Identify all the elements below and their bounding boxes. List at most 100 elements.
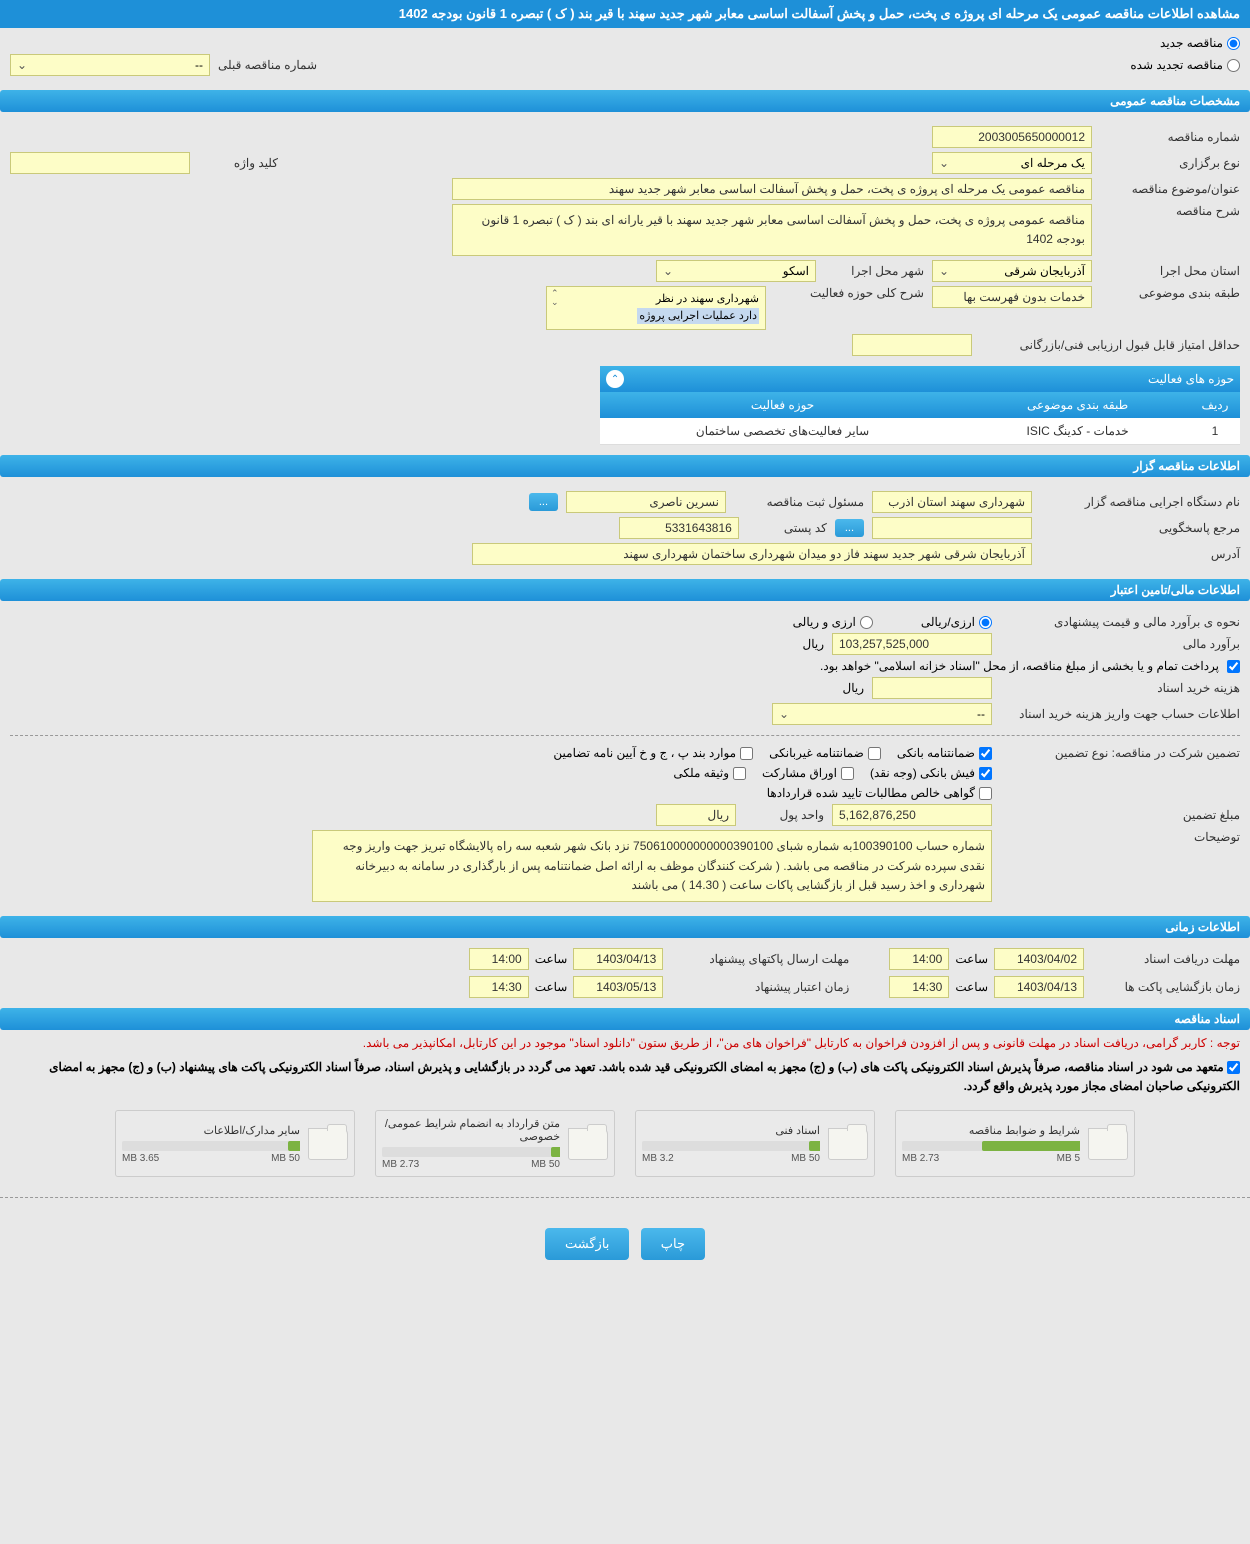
guarantee-amount-label: مبلغ تضمین bbox=[1000, 808, 1240, 822]
province-select[interactable]: آذربایجان شرقی bbox=[932, 260, 1092, 282]
tender-type-value: یک مرحله ای bbox=[1021, 156, 1085, 170]
cb-bank-guarantee[interactable]: ضمانتنامه بانکی bbox=[897, 746, 992, 760]
folder-icon bbox=[308, 1128, 348, 1160]
radio-currency[interactable]: ارزی و ریالی bbox=[793, 615, 873, 629]
account-label: اطلاعات حساب جهت واریز هزینه خرید اسناد bbox=[1000, 707, 1240, 721]
folder-icon bbox=[1088, 1128, 1128, 1160]
activity-desc-label: شرح کلی حوزه فعالیت bbox=[774, 286, 924, 300]
proposal-deadline-date[interactable]: 1403/04/13 bbox=[573, 948, 663, 970]
radio-new-tender-input[interactable] bbox=[1227, 37, 1240, 50]
cb-property[interactable]: وثیقه ملکی bbox=[673, 766, 746, 780]
guarantee-type-label: تضمین شرکت در مناقصه: نوع تضمین bbox=[1000, 746, 1240, 760]
city-select[interactable]: اسکو bbox=[656, 260, 816, 282]
explain-field[interactable]: شماره حساب 100390100به شماره شبای 750610… bbox=[312, 830, 992, 902]
activity-panel: حوزه های فعالیت ⌃ ردیف طبقه بندی موضوعی … bbox=[10, 366, 1240, 445]
back-button[interactable]: بازگشت bbox=[545, 1228, 629, 1260]
folder-icon bbox=[828, 1128, 868, 1160]
contact-field[interactable] bbox=[872, 517, 1032, 539]
prev-number-select[interactable]: -- bbox=[10, 54, 210, 76]
tender-number-field[interactable]: 2003005650000012 bbox=[932, 126, 1092, 148]
keyword-field[interactable] bbox=[10, 152, 190, 174]
registrar-field[interactable]: نسرین ناصری bbox=[566, 491, 726, 513]
section-organizer-body: نام دستگاه اجرایی مناقصه گزار شهرداری سه… bbox=[0, 479, 1250, 577]
radio-rial-input[interactable] bbox=[979, 616, 992, 629]
doc-title-3: سایر مدارک/اطلاعات bbox=[122, 1124, 300, 1137]
validity-label: زمان اعتبار پیشنهاد bbox=[669, 980, 849, 994]
min-score-field[interactable] bbox=[852, 334, 972, 356]
postal-label: کد پستی bbox=[747, 521, 827, 535]
cb-net-claims[interactable]: گواهی خالص مطالبات تایید شده قراردادها bbox=[767, 786, 992, 800]
radio-rial[interactable]: ارزی/ریالی bbox=[921, 615, 992, 629]
payment-note-checkbox[interactable] bbox=[1227, 660, 1240, 673]
desc-field[interactable]: مناقصه عمومی پروژه ی پخت، حمل و پخش آسفا… bbox=[452, 204, 1092, 256]
radio-new-tender[interactable]: مناقصه جدید bbox=[1160, 36, 1240, 50]
section-financial-body: نحوه ی برآورد مالی و قیمت پیشنهادی ارزی/… bbox=[0, 603, 1250, 914]
proposal-deadline-label: مهلت ارسال پاکتهای پیشنهاد bbox=[669, 952, 849, 966]
section-docs-body: توجه : کاربر گرامی، دریافت اسناد در مهلت… bbox=[0, 1032, 1250, 1187]
page-title: مشاهده اطلاعات مناقصه عمومی یک مرحله ای … bbox=[0, 0, 1250, 28]
explain-label: توضیحات bbox=[1000, 830, 1240, 844]
doc-card-1[interactable]: اسناد فنی 50 MB3.2 MB bbox=[635, 1110, 875, 1177]
estimate-field[interactable]: 103,257,525,000 bbox=[832, 633, 992, 655]
doc-fee-unit: ریال bbox=[842, 681, 864, 695]
radio-renewed-tender[interactable]: مناقصه تجدید شده bbox=[1130, 58, 1240, 72]
money-unit-field[interactable]: ریال bbox=[656, 804, 736, 826]
estimate-unit: ریال bbox=[802, 637, 824, 651]
folder-icon bbox=[568, 1128, 608, 1160]
radio-renewed-tender-input[interactable] bbox=[1227, 59, 1240, 72]
doc-bar-0 bbox=[982, 1141, 1080, 1151]
col-category: طبقه بندی موضوعی bbox=[965, 392, 1190, 418]
doc-fee-field[interactable] bbox=[872, 677, 992, 699]
footer-divider bbox=[0, 1197, 1250, 1198]
doc-card-0[interactable]: شرایط و ضوابط مناقصه 5 MB2.73 MB bbox=[895, 1110, 1135, 1177]
open-label: زمان بازگشایی پاکت ها bbox=[1090, 980, 1240, 994]
city-value: اسکو bbox=[783, 264, 809, 278]
col-row: ردیف bbox=[1190, 392, 1240, 418]
guarantee-amount-field[interactable]: 5,162,876,250 bbox=[832, 804, 992, 826]
tender-number-label: شماره مناقصه bbox=[1100, 130, 1240, 144]
postal-field[interactable]: 5331643816 bbox=[619, 517, 739, 539]
category-label: طبقه بندی موضوعی bbox=[1100, 286, 1240, 300]
account-value: -- bbox=[977, 707, 985, 721]
section-docs-header: اسناد مناقصه bbox=[0, 1008, 1250, 1030]
address-field[interactable]: آذربایجان شرقی شهر جدید سهند فاز دو میدا… bbox=[472, 543, 1032, 565]
address-label: آدرس bbox=[1040, 547, 1240, 561]
activity-desc-multiselect[interactable]: شهرداری سهند در نظر دارد عملیات اجرایی پ… bbox=[546, 286, 766, 330]
collapse-icon[interactable]: ⌃ bbox=[606, 370, 624, 388]
account-select[interactable]: -- bbox=[772, 703, 992, 725]
title-field[interactable]: مناقصه عمومی یک مرحله ای پروژه ی پخت، حم… bbox=[452, 178, 1092, 200]
radio-currency-label: ارزی و ریالی bbox=[793, 615, 856, 629]
tender-type-section: مناقصه جدید مناقصه تجدید شده شماره مناقص… bbox=[0, 28, 1250, 88]
open-time[interactable]: 14:30 bbox=[889, 976, 949, 998]
validity-time[interactable]: 14:30 bbox=[469, 976, 529, 998]
open-date[interactable]: 1403/04/13 bbox=[994, 976, 1084, 998]
cb-nonbank-guarantee[interactable]: ضمانتنامه غیربانکی bbox=[769, 746, 881, 760]
radio-renewed-tender-label: مناقصه تجدید شده bbox=[1130, 58, 1223, 72]
hour-label-2: ساعت bbox=[535, 952, 568, 966]
section-general-header: مشخصات مناقصه عمومی bbox=[0, 90, 1250, 112]
registrar-more-button[interactable]: ... bbox=[529, 493, 558, 511]
category-field[interactable]: خدمات بدون فهرست بها bbox=[932, 286, 1092, 308]
registrar-label: مسئول ثبت مناقصه bbox=[734, 495, 864, 509]
docs-agree-checkbox[interactable] bbox=[1227, 1061, 1240, 1074]
doc-deadline-time[interactable]: 14:00 bbox=[889, 948, 949, 970]
print-button[interactable]: چاپ bbox=[641, 1228, 705, 1260]
section-time-body: مهلت دریافت اسناد 1403/04/02 ساعت 14:00 … bbox=[0, 940, 1250, 1006]
doc-card-3[interactable]: سایر مدارک/اطلاعات 50 MB3.65 MB bbox=[115, 1110, 355, 1177]
radio-currency-input[interactable] bbox=[860, 616, 873, 629]
radio-rial-label: ارزی/ریالی bbox=[921, 615, 975, 629]
proposal-deadline-time[interactable]: 14:00 bbox=[469, 948, 529, 970]
tender-type-select[interactable]: یک مرحله ای bbox=[932, 152, 1092, 174]
doc-fee-label: هزینه خرید اسناد bbox=[1000, 681, 1240, 695]
cb-gov-letter[interactable]: موارد بند پ ، ج و خ آیین نامه تضامین bbox=[553, 746, 753, 760]
agency-field[interactable]: شهرداری سهند استان اذرب bbox=[872, 491, 1032, 513]
doc-deadline-date[interactable]: 1403/04/02 bbox=[994, 948, 1084, 970]
validity-date[interactable]: 1403/05/13 bbox=[573, 976, 663, 998]
doc-bar-3 bbox=[288, 1141, 300, 1151]
tender-type-label: نوع برگزاری bbox=[1100, 156, 1240, 170]
activity-table: حوزه های فعالیت ⌃ ردیف طبقه بندی موضوعی … bbox=[600, 366, 1240, 445]
doc-card-2[interactable]: متن قرارداد به انضمام شرایط عمومی/خصوصی … bbox=[375, 1110, 615, 1177]
cb-participation[interactable]: اوراق مشارکت bbox=[762, 766, 854, 780]
contact-more-button[interactable]: ... bbox=[835, 519, 864, 537]
cb-bank-receipt[interactable]: فیش بانکی (وجه نقد) bbox=[870, 766, 992, 780]
